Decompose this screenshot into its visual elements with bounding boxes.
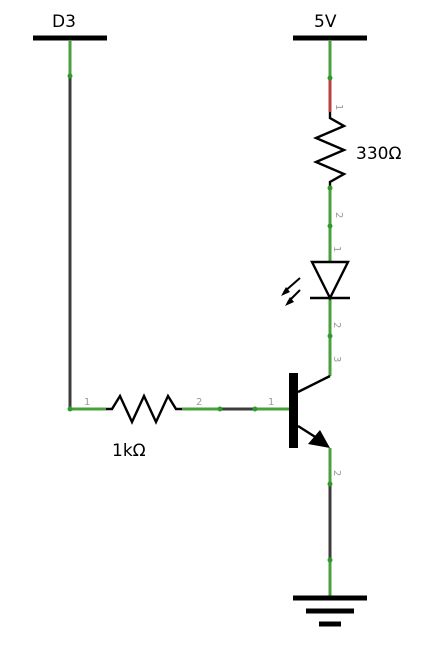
node-led-2 xyxy=(327,333,333,339)
light-emission-icon xyxy=(281,277,301,306)
led-pin1: 1 xyxy=(331,246,342,252)
transistor-pin-base: 1 xyxy=(268,397,274,408)
ground-icon xyxy=(293,595,367,627)
d3-label: D3 xyxy=(52,12,76,32)
npn-transistor: 1 3 2 xyxy=(268,356,342,476)
led-pin2: 2 xyxy=(331,322,342,328)
node-base xyxy=(252,406,258,412)
node-d3 xyxy=(67,73,73,79)
resistor-330-pin1: 1 xyxy=(333,104,344,110)
led: 1 2 xyxy=(281,246,350,328)
transistor-collector xyxy=(297,374,331,394)
resistor-1k-label: 1kΩ xyxy=(112,441,146,461)
d3-net-label: D3 xyxy=(33,12,107,41)
node-rbase-2 xyxy=(217,406,223,412)
node-vcc xyxy=(327,75,333,81)
vcc-label: 5V xyxy=(314,12,337,32)
resistor-1k: 1kΩ 1 2 xyxy=(84,393,202,461)
resistor-330-pin2: 2 xyxy=(333,212,344,218)
resistor-1k-pin1: 1 xyxy=(84,397,90,408)
vcc-net-label: 5V xyxy=(293,12,367,41)
connection-points xyxy=(67,73,333,563)
resistor-330-label: 330Ω xyxy=(356,144,401,164)
node-rled-2 xyxy=(327,185,333,191)
transistor-base-bar xyxy=(289,373,298,448)
node-emitter xyxy=(327,481,333,487)
emitter-arrow-icon xyxy=(308,430,330,448)
transistor-pin-emitter: 2 xyxy=(331,470,342,476)
node-led-1 xyxy=(327,223,333,229)
node-rbase-1 xyxy=(67,406,73,412)
node-ground xyxy=(327,557,333,563)
transistor-pin-collector: 3 xyxy=(331,356,342,362)
wires xyxy=(68,40,332,596)
resistor-1k-pin2: 2 xyxy=(196,397,202,408)
resistor-330: 330Ω 1 2 xyxy=(312,104,401,218)
